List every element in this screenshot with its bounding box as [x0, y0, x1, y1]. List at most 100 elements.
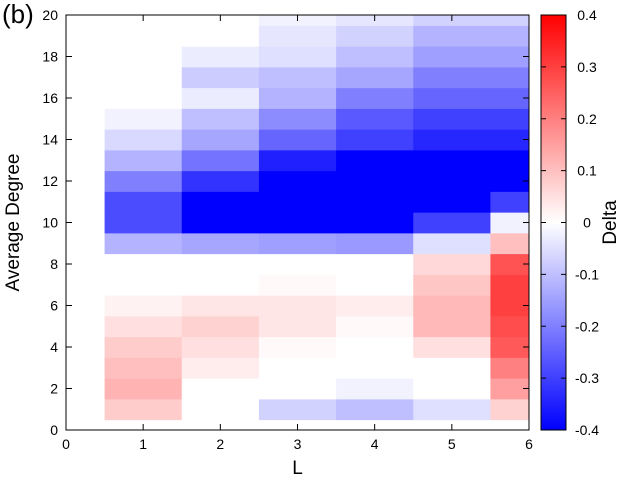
heatmap-cell: [258, 274, 337, 296]
heatmap-cell: [336, 87, 414, 109]
heatmap-cell: [413, 46, 491, 68]
y-axis: 0 2 4 6 8 10 12 14 16 18 20: [42, 7, 529, 438]
heatmap-cell: [413, 232, 491, 255]
heatmap-cell: [258, 378, 337, 400]
colorbar-tick-label: 0: [583, 215, 591, 231]
heatmap-cell: [336, 295, 414, 317]
heatmap-cell: [258, 129, 337, 151]
heatmap-cell: [413, 315, 491, 338]
heatmap-cell: [490, 191, 530, 213]
heatmap-cell: [104, 108, 183, 130]
heatmap-cell: [181, 212, 260, 234]
heatmap-cell: [104, 232, 183, 255]
colorbar-tick-label: -0.1: [575, 266, 599, 282]
heatmap-cell: [490, 295, 530, 317]
heatmap-cell: [104, 357, 183, 379]
heatmap-cell: [336, 232, 414, 255]
heatmap-cell: [258, 87, 337, 109]
heatmap-cell: [181, 66, 260, 89]
heatmap-cell: [336, 108, 414, 130]
heatmap-cell: [490, 357, 530, 379]
heatmap-cell: [181, 149, 260, 172]
heatmap-cell: [104, 315, 183, 338]
x-tick-label: 2: [216, 436, 224, 452]
x-axis: 0 1 2 3 4 5 6: [62, 15, 533, 452]
heatmap-cell: [336, 253, 414, 275]
y-axis-label: Average Degree: [3, 153, 24, 291]
colorbar-tick-label: 0.1: [577, 163, 597, 179]
heatmap-cell: [258, 25, 337, 47]
heatmap-cell: [104, 170, 183, 192]
y-tick-label: 14: [42, 132, 58, 148]
heatmap-cell: [258, 46, 337, 68]
heatmap-cell: [490, 46, 530, 68]
y-tick-label: 4: [50, 339, 58, 355]
y-tick-label: 12: [42, 173, 58, 189]
heatmap-cell: [104, 212, 183, 234]
heatmap-cell: [413, 66, 491, 89]
heatmap-cell: [181, 170, 260, 192]
heatmap-cell: [258, 108, 337, 130]
heatmap-cell: [336, 66, 414, 89]
heatmap-cell: [181, 232, 260, 255]
y-tick-label: 2: [50, 381, 58, 397]
colorbar-tick-label: -0.4: [575, 422, 599, 438]
y-tick-label: 0: [50, 422, 58, 438]
heatmap-cell: [258, 212, 337, 234]
heatmap-cell: [413, 378, 491, 400]
heatmap-cell: [104, 336, 183, 358]
heatmap-cell: [258, 149, 337, 172]
heatmap-cell: [181, 378, 260, 400]
y-tick-label: 6: [50, 298, 58, 314]
heatmap-cell: [413, 253, 491, 275]
colorbar-tick-label: -0.2: [575, 318, 599, 334]
heatmap-cell: [336, 149, 414, 172]
heatmap-cell: [490, 398, 530, 421]
y-tick-label: 20: [42, 7, 58, 23]
heatmap-cell: [413, 212, 491, 234]
heatmap-cell: [104, 129, 183, 151]
heatmap-cell: [258, 170, 337, 192]
heatmap-cell: [181, 253, 260, 275]
heatmap-cell: [258, 295, 337, 317]
heatmap-cell: [181, 108, 260, 130]
heatmap-cell: [490, 274, 530, 296]
heatmap-cell: [490, 25, 530, 47]
heatmap-cell: [258, 357, 337, 379]
y-tick-label: 16: [42, 90, 58, 106]
colorbar-tick-label: 0.2: [577, 111, 597, 127]
heatmap-cell: [181, 336, 260, 358]
colorbar-tick-label: 0.4: [577, 7, 597, 23]
heatmap-cell: [258, 398, 337, 421]
heatmap-cell: [490, 336, 530, 358]
heatmap-cell: [181, 25, 260, 47]
heatmap-cell: [104, 191, 183, 213]
heatmap-cell: [413, 129, 491, 151]
heatmap-cell: [490, 15, 530, 26]
heatmap-cell: [181, 398, 260, 421]
x-tick-label: 1: [139, 436, 147, 452]
panel-label: (b): [2, 0, 34, 29]
heatmap-cell: [181, 87, 260, 109]
heatmap-cell: [181, 46, 260, 68]
heatmap-cell: [104, 295, 183, 317]
heatmap-cell: [413, 336, 491, 358]
heatmap-cell: [336, 315, 414, 338]
heatmap-cell: [181, 295, 260, 317]
heatmap-cell: [258, 191, 337, 213]
y-tick-label: 18: [42, 49, 58, 65]
heatmap-cell: [413, 87, 491, 109]
x-tick-label: 6: [525, 436, 533, 452]
y-tick-label: 8: [50, 256, 58, 272]
heatmap-cell: [258, 336, 337, 358]
heatmap-cell: [104, 87, 183, 109]
heatmap-cell: [336, 191, 414, 213]
heatmap-cell: [258, 253, 337, 275]
heatmap-cell: [490, 108, 530, 130]
heatmap-cell: [336, 212, 414, 234]
heatmap-cell: [490, 232, 530, 255]
heatmap-cell: [413, 274, 491, 296]
heatmap-cell: [258, 315, 337, 338]
heatmap-cell: [336, 25, 414, 47]
